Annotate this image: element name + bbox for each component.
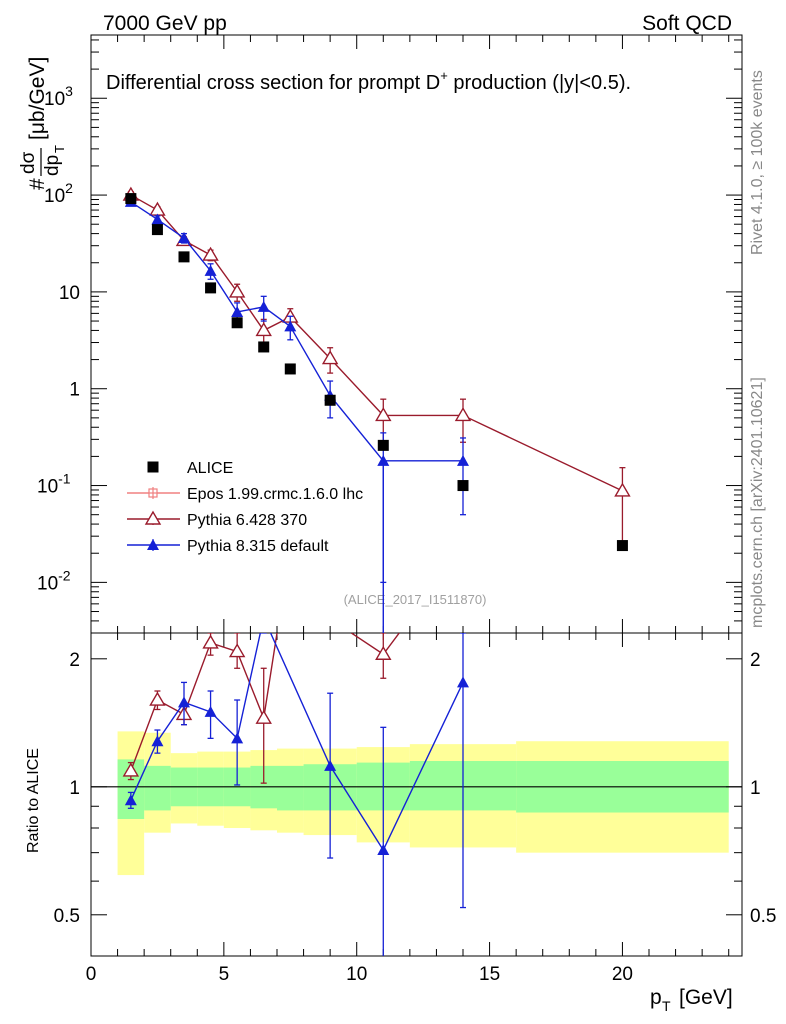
- x-axis-label: p T [GeV]: [650, 986, 733, 1014]
- y-ratio-tick-label: 2: [69, 650, 80, 671]
- ratio-point: [457, 676, 469, 688]
- y-ratio-tick-label-right: 0.5: [750, 906, 776, 927]
- ratio-point: [202, 634, 219, 649]
- mcplots-credit-label: mcplots.cern.ch [arXiv:2401.10621]: [749, 377, 766, 628]
- axis-ticks: 0 5 10 15 20 10-2 10-1 1 10 102 103 0.5 0.5 1 1 2 2: [37, 35, 776, 985]
- data-point-alice: [258, 341, 270, 353]
- y-main-tick-label: 10: [59, 283, 80, 304]
- svg-text:dσ: dσ: [18, 151, 39, 174]
- x-tick-label: 20: [612, 964, 633, 985]
- x-tick-label: 0: [86, 964, 97, 985]
- data-point-alice: [205, 282, 217, 294]
- ratio-band-inner: [144, 765, 171, 811]
- header-process-label: Soft QCD: [642, 12, 732, 35]
- ratio-point: [255, 709, 272, 724]
- y-main-tick-label: 102: [44, 180, 73, 207]
- data-point-alice: [616, 540, 628, 552]
- legend: ALICE Epos 1.99.crmc.1.6.0 lhc Pythia 6.42…: [127, 460, 363, 555]
- ratio-band-inner: [277, 765, 304, 811]
- svg-text:T: T: [52, 145, 67, 153]
- ratio-point: [151, 735, 164, 747]
- data-point-pythia: [454, 407, 472, 422]
- data-point-pythia: [149, 201, 166, 216]
- x-tick-label: 5: [219, 964, 230, 985]
- y-main-tick-label: 10-2: [37, 567, 71, 594]
- data-point-pythia: [231, 305, 244, 317]
- svg-text:[μb/GeV]: [μb/GeV]: [26, 57, 49, 140]
- y-ratio-tick-label-right: 2: [750, 650, 761, 671]
- plot-title-suffix: production (|y|<0.5).: [448, 72, 631, 94]
- legend-marker: [147, 539, 159, 550]
- data-point-pythia: [204, 264, 217, 276]
- legend-label: Pythia 6.428 370: [187, 512, 307, 529]
- data-point-pythia: [614, 482, 631, 497]
- data-point-alice: [324, 394, 336, 406]
- data-point-pythia: [151, 213, 164, 225]
- ratio-point: [204, 705, 217, 717]
- svg-text:dp: dp: [42, 155, 63, 176]
- data-point-pythia: [178, 232, 190, 244]
- series-line-pythia-8-315-default: [130, 201, 463, 462]
- x-tick-label: 15: [479, 964, 500, 985]
- data-point-pythia: [377, 454, 390, 466]
- ratio-point: [375, 645, 392, 660]
- legend-marker: [144, 510, 162, 525]
- plot-title: Differential cross section for prompt D+…: [106, 68, 631, 94]
- data-point-alice: [284, 363, 296, 375]
- ratio-point: [228, 643, 246, 658]
- ratio-point: [231, 732, 244, 744]
- data-point-pythia: [375, 407, 392, 422]
- data-point-pythia: [457, 454, 469, 466]
- legend-label: Epos 1.99.crmc.1.6.0 lhc: [187, 486, 363, 503]
- data-point-pythia: [202, 246, 219, 261]
- ratio-point: [124, 794, 137, 806]
- y-ratio-tick-label-right: 1: [750, 778, 761, 799]
- data-point-alice: [178, 251, 190, 263]
- legend-label: Pythia 8.315 default: [187, 538, 329, 555]
- data-point-alice: [231, 317, 243, 329]
- data-point-pythia: [284, 320, 297, 332]
- y-axis-label-main: # dσ dp T [μb/GeV]: [18, 57, 67, 190]
- legend-marker: [147, 461, 159, 473]
- y-main-tick-label: 10-1: [37, 471, 71, 498]
- legend-label: ALICE: [187, 460, 233, 477]
- svg-text:[GeV]: [GeV]: [679, 986, 733, 1009]
- ratio-data-marks: [122, 633, 469, 956]
- data-point-alice: [377, 439, 389, 451]
- series-line-pythia-6-428-370: [130, 194, 623, 492]
- svg-text:T: T: [662, 998, 671, 1014]
- analysis-tag: (ALICE_2017_I1511870): [344, 592, 487, 607]
- data-point-alice: [151, 224, 163, 236]
- ratio-line-pythia6: [351, 633, 400, 656]
- ratio-point: [122, 762, 140, 777]
- main-data-marks: [122, 186, 631, 633]
- ratio-point: [324, 759, 337, 771]
- ratio-point: [178, 696, 190, 708]
- data-point-pythia: [228, 283, 246, 298]
- y-main-tick-label: 1: [69, 380, 80, 401]
- data-point-alice: [457, 480, 469, 492]
- data-point-pythia: [321, 350, 339, 365]
- ratio-uncertainty-bands: [117, 731, 729, 876]
- ratio-panel-frame: [90, 632, 743, 957]
- data-point-pythia: [257, 300, 270, 312]
- data-point-alice: [125, 193, 137, 205]
- svg-text:#: #: [26, 178, 49, 190]
- x-tick-label: 10: [346, 964, 367, 985]
- plot-title-prefix: Differential cross section for prompt D: [106, 72, 440, 94]
- plot-title-sup: +: [440, 68, 448, 83]
- rivet-version-label: Rivet 4.1.0, ≥ 100k events: [749, 70, 766, 255]
- ratio-point: [149, 691, 166, 706]
- y-ratio-tick-label: 0.5: [54, 906, 80, 927]
- ratio-point: [377, 844, 390, 856]
- svg-text:p: p: [650, 986, 662, 1009]
- y-ratio-tick-label: 1: [69, 778, 80, 799]
- header-energy-label: 7000 GeV pp: [103, 12, 227, 35]
- y-main-tick-label: 103: [44, 83, 73, 110]
- y-axis-label-ratio: Ratio to ALICE: [25, 748, 42, 853]
- data-point-pythia: [255, 322, 272, 337]
